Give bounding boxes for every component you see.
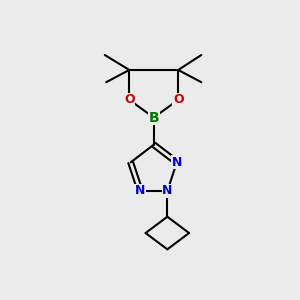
Text: N: N [135,184,145,197]
Text: N: N [172,156,182,169]
Text: N: N [162,184,172,197]
Text: O: O [173,93,184,106]
Text: B: B [148,110,159,124]
Text: O: O [124,93,135,106]
